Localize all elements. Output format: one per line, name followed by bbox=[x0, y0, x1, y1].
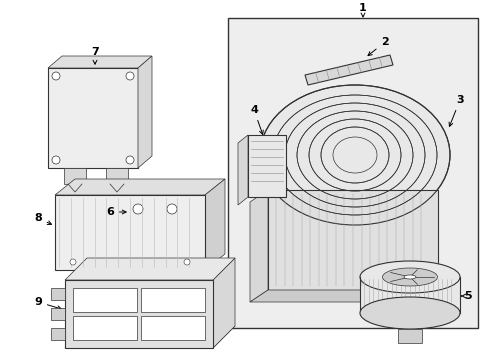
Ellipse shape bbox=[403, 275, 415, 279]
Text: 6: 6 bbox=[106, 207, 126, 217]
Bar bbox=[130, 190, 180, 228]
Polygon shape bbox=[305, 55, 392, 85]
Text: 5: 5 bbox=[460, 291, 471, 301]
Bar bbox=[397, 329, 421, 343]
Bar bbox=[51, 308, 65, 320]
Circle shape bbox=[133, 204, 142, 214]
Polygon shape bbox=[213, 258, 235, 348]
Bar bbox=[73, 288, 137, 312]
Polygon shape bbox=[138, 56, 152, 168]
Polygon shape bbox=[65, 326, 235, 348]
Circle shape bbox=[126, 72, 134, 80]
Text: 2: 2 bbox=[367, 37, 388, 55]
Bar bbox=[359, 277, 459, 313]
Circle shape bbox=[52, 72, 60, 80]
Polygon shape bbox=[130, 183, 187, 190]
Ellipse shape bbox=[359, 297, 459, 329]
Bar bbox=[106, 168, 128, 184]
Polygon shape bbox=[55, 179, 224, 195]
Polygon shape bbox=[249, 190, 267, 302]
Text: 4: 4 bbox=[249, 105, 263, 134]
Text: 9: 9 bbox=[34, 297, 61, 310]
Bar bbox=[51, 328, 65, 340]
Bar bbox=[65, 280, 213, 348]
Circle shape bbox=[167, 204, 177, 214]
Bar bbox=[227, 18, 477, 328]
Polygon shape bbox=[249, 290, 437, 302]
Bar bbox=[73, 316, 137, 340]
Circle shape bbox=[183, 259, 190, 265]
Bar bbox=[114, 194, 130, 214]
Circle shape bbox=[70, 259, 76, 265]
Polygon shape bbox=[180, 183, 187, 228]
Polygon shape bbox=[48, 56, 152, 68]
Circle shape bbox=[52, 156, 60, 164]
Bar bbox=[141, 288, 204, 312]
Circle shape bbox=[126, 156, 134, 164]
Polygon shape bbox=[65, 258, 235, 280]
Bar bbox=[141, 316, 204, 340]
Text: 1: 1 bbox=[358, 3, 366, 17]
Text: 7: 7 bbox=[91, 47, 99, 64]
Ellipse shape bbox=[382, 268, 437, 286]
Polygon shape bbox=[238, 135, 247, 205]
Bar bbox=[48, 68, 138, 168]
Text: 8: 8 bbox=[34, 213, 51, 224]
Bar bbox=[64, 168, 86, 184]
Bar bbox=[55, 195, 204, 270]
Text: 3: 3 bbox=[448, 95, 463, 126]
Bar bbox=[51, 288, 65, 300]
Polygon shape bbox=[204, 179, 224, 270]
Bar bbox=[247, 135, 285, 197]
Ellipse shape bbox=[260, 85, 449, 225]
Bar bbox=[267, 190, 437, 290]
Ellipse shape bbox=[359, 261, 459, 293]
